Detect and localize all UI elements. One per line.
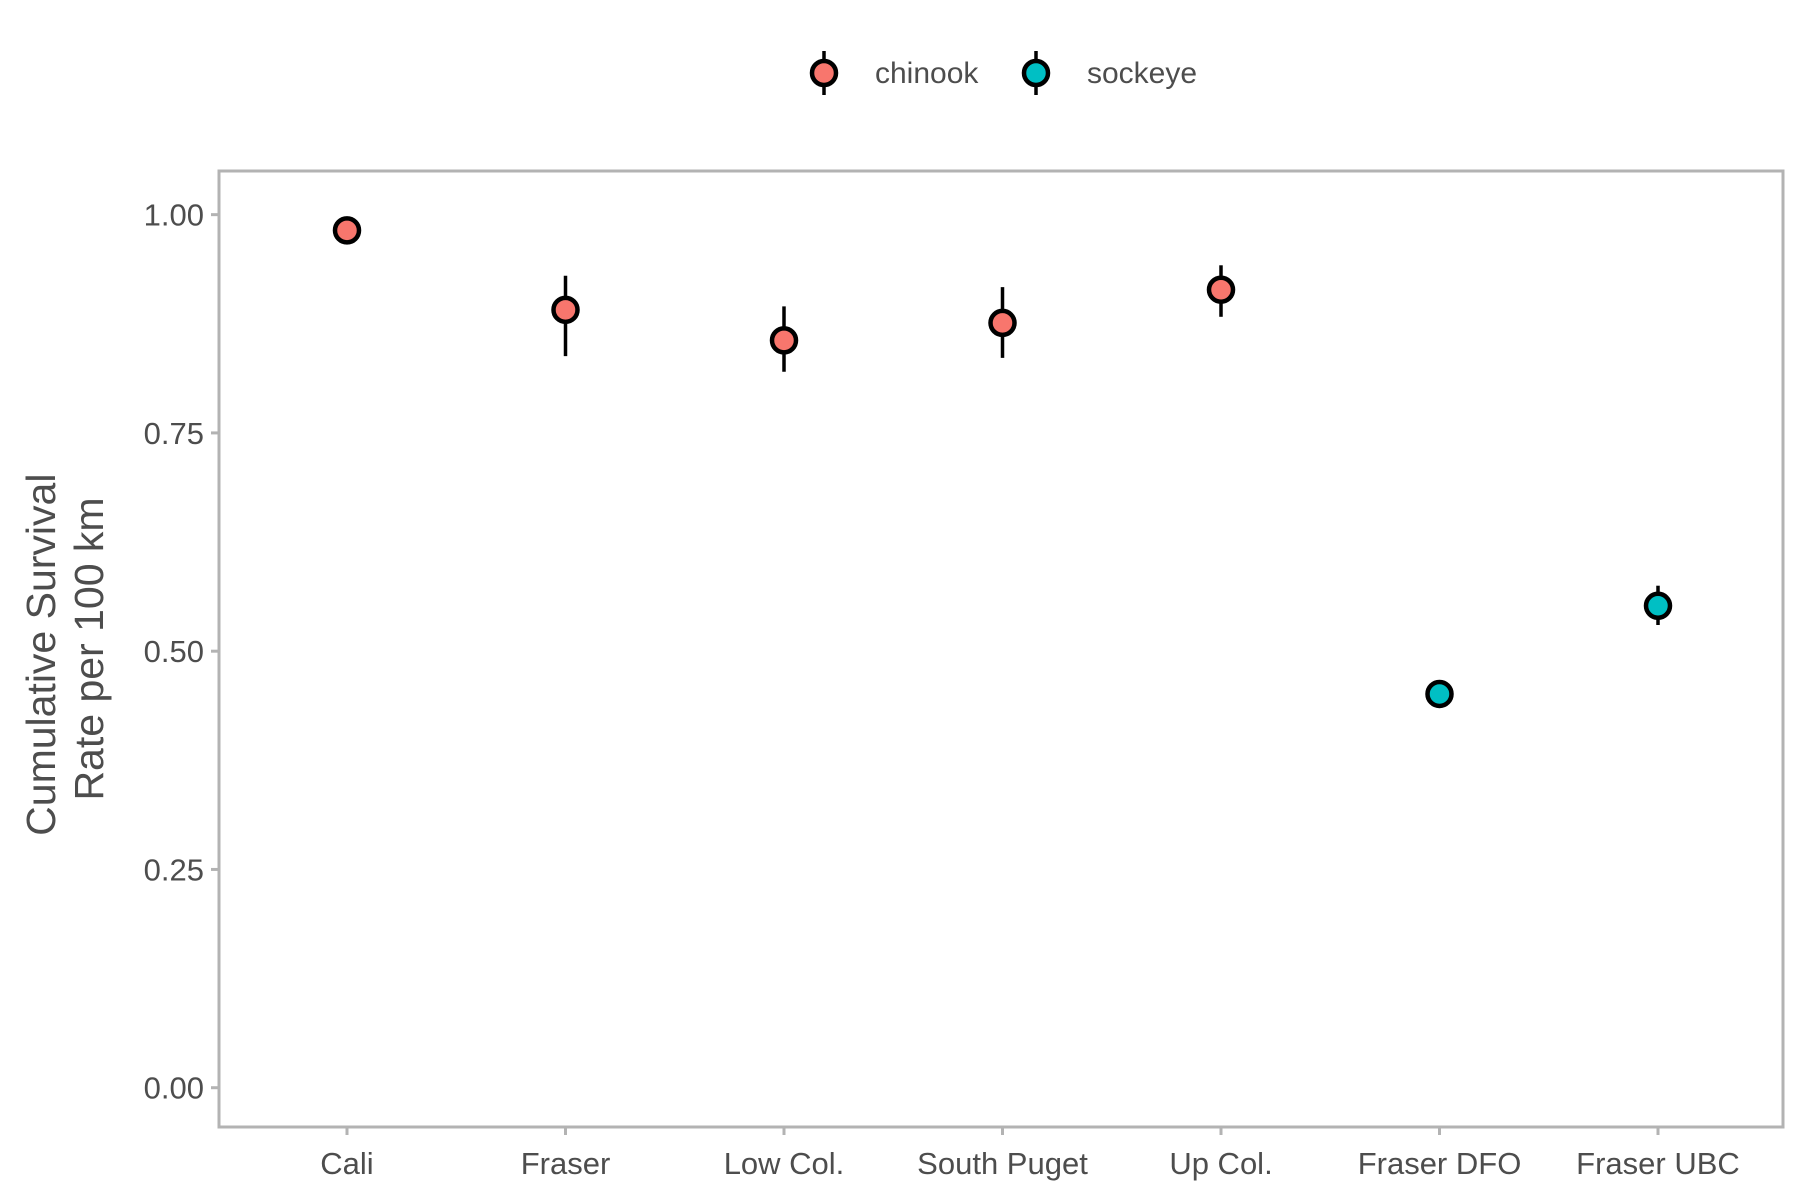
y-tick-label: 0.25 xyxy=(144,852,204,887)
legend: chinook sockeye xyxy=(809,51,1197,95)
x-tick-label: Cali xyxy=(320,1146,373,1181)
data-points xyxy=(332,216,1673,709)
y-tick-label: 0.50 xyxy=(144,634,204,669)
legend-label-sockeye: sockeye xyxy=(1087,57,1197,90)
legend-key-sockeye xyxy=(1021,58,1051,88)
x-tick-label: Low Col. xyxy=(724,1146,845,1181)
y-axis-title-line-1: Cumulative Survival xyxy=(18,474,64,836)
x-tick-label: Up Col. xyxy=(1169,1146,1272,1181)
y-tick-label: 0.75 xyxy=(144,416,204,451)
x-tick-label: Fraser DFO xyxy=(1358,1146,1522,1181)
data-point-sockeye xyxy=(1425,679,1454,709)
x-axis: Cali Fraser Low Col. South Puget Up Col. Fras… xyxy=(320,1127,1740,1181)
data-point-chinook xyxy=(769,326,799,355)
y-axis-title: Cumulative Survival Rate per 100 km xyxy=(18,462,112,836)
x-tick-label: Fraser UBC xyxy=(1576,1146,1740,1181)
data-point-sockeye xyxy=(1643,591,1673,621)
legend-label-chinook: chinook xyxy=(875,57,979,90)
y-axis-title-line-2: Rate per 100 km xyxy=(66,497,112,800)
y-tick-label: 0.00 xyxy=(144,1071,204,1106)
y-tick-label: 1.00 xyxy=(144,198,204,233)
data-point-chinook xyxy=(551,295,580,325)
data-point-chinook xyxy=(332,216,362,245)
data-point-chinook xyxy=(988,308,1017,338)
legend-key-chinook xyxy=(809,58,839,88)
data-point-chinook xyxy=(1206,275,1236,304)
y-axis: 0.00 0.25 0.50 0.75 1.00 xyxy=(144,198,219,1106)
x-tick-label: South Puget xyxy=(917,1146,1088,1181)
x-tick-label: Fraser xyxy=(521,1146,611,1181)
